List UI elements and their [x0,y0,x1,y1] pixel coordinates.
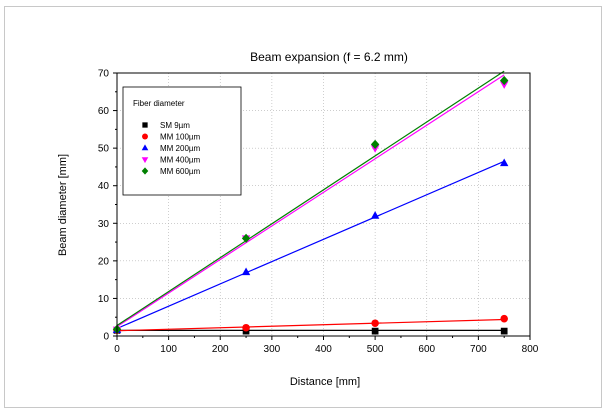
x-tick-label: 500 [367,344,384,355]
data-point [371,327,379,335]
legend-label: SM 9µm [160,121,190,130]
legend-marker [141,167,149,175]
x-axis-title: Distance [mm] [290,376,360,388]
data-point [500,314,508,323]
legend-label: MM 400µm [160,156,201,165]
x-tick-label: 700 [470,344,487,355]
y-axis-title: Beam diameter [mm] [57,154,69,256]
legend-label: MM 600µm [160,167,201,176]
x-tick-label: 200 [212,344,229,355]
fit-line [116,318,505,332]
legend-marker [141,144,149,151]
y-tick-label: 60 [98,106,110,117]
data-point [370,211,380,219]
x-tick-label: 400 [315,344,332,355]
x-tick-label: 100 [160,344,177,355]
y-tick-label: 50 [98,144,110,155]
fit-line [116,70,505,326]
x-tick-label: 800 [522,344,539,355]
legend-label: MM 200µm [160,144,201,153]
data-point [499,158,509,167]
x-tick-label: 0 [114,344,120,355]
data-point [370,139,380,150]
data-point [241,267,251,276]
legend-marker [142,133,148,140]
data-point [500,327,508,335]
axes: 0 100 200 300 400 500 600 700 800 0 10 20 30 40 50 60 70 [98,69,539,356]
fit-line [116,74,505,328]
x-tick-label: 300 [264,344,281,355]
legend-marker [141,157,149,164]
y-tick-label: 40 [98,181,110,192]
data-point [242,323,250,332]
y-tick-label: 70 [98,69,110,80]
data-point [241,233,251,243]
legend: Fiber diameter SM 9µm MM 100µm MM 200µm MM … [122,86,242,196]
fit-line [116,160,505,330]
chart-title: Beam expansion (f = 6.2 mm) [250,50,408,64]
legend-marker [142,122,148,128]
y-tick-label: 20 [98,256,110,267]
legend-box [122,86,242,196]
plot-border [116,72,531,337]
y-tick-label: 10 [98,294,110,305]
data-point [371,319,379,328]
x-tick-label: 600 [418,344,435,355]
legend-label: MM 100µm [160,133,201,142]
data-point [499,75,509,86]
fit-lines [116,70,505,332]
y-tick-label: 0 [103,332,109,343]
y-tick-label: 30 [98,219,110,230]
legend-title: Fiber diameter [133,99,185,108]
